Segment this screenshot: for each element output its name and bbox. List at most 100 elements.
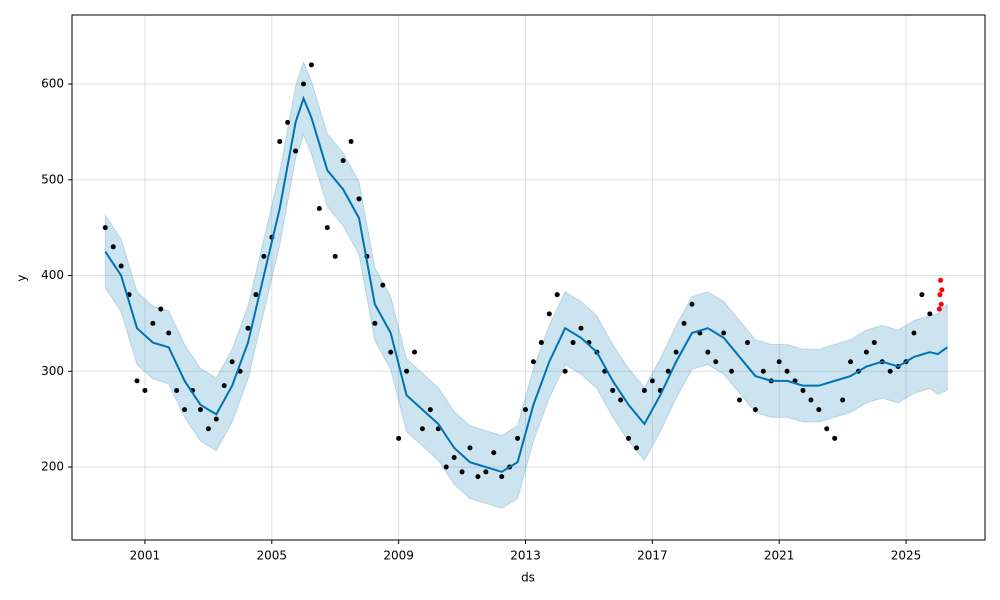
- observed-point: [491, 450, 497, 456]
- observed-point: [142, 387, 148, 393]
- x-tick-label: 2013: [510, 549, 541, 563]
- future-point: [936, 306, 942, 312]
- forecast-line: [104, 95, 948, 473]
- observed-point: [419, 426, 425, 432]
- observed-point: [824, 426, 830, 432]
- observed-point: [919, 292, 925, 298]
- observed-point: [737, 397, 743, 403]
- observed-point: [618, 397, 624, 403]
- observed-point: [863, 349, 869, 355]
- observed-point: [911, 330, 917, 336]
- observed-point: [443, 464, 449, 470]
- observed-point: [808, 397, 814, 403]
- observed-point: [578, 325, 584, 331]
- observed-point: [301, 81, 307, 87]
- observed-point: [681, 320, 687, 326]
- observed-point: [308, 62, 314, 68]
- observed-point: [641, 387, 647, 393]
- observed-point: [372, 320, 378, 326]
- observed-point: [721, 330, 727, 336]
- observed-point: [134, 378, 140, 384]
- y-tick-label: 500: [41, 172, 64, 186]
- y-tick-label: 600: [41, 77, 64, 91]
- y-tick-label: 400: [41, 268, 64, 282]
- observed-point: [499, 474, 505, 480]
- observed-point: [871, 340, 877, 346]
- observed-point: [213, 416, 219, 422]
- observed-point: [197, 407, 203, 413]
- observed-point: [221, 383, 227, 389]
- observed-point: [713, 359, 719, 365]
- x-tick-label: 2009: [383, 549, 414, 563]
- observed-point: [166, 330, 172, 336]
- observed-point: [293, 148, 299, 154]
- observed-point: [332, 253, 338, 259]
- observed-point: [554, 292, 560, 298]
- observed-point: [411, 349, 417, 355]
- observed-point: [530, 359, 536, 365]
- x-tick-label: 2005: [257, 549, 288, 563]
- x-tick-label: 2017: [637, 549, 668, 563]
- observed-point: [522, 407, 528, 413]
- observed-point: [316, 206, 322, 212]
- observed-point: [832, 435, 838, 441]
- observed-point: [546, 311, 552, 317]
- observed-point: [261, 253, 267, 259]
- observed-point: [515, 435, 521, 441]
- future-point: [938, 277, 944, 283]
- observed-point: [182, 407, 188, 413]
- observed-point: [380, 282, 386, 288]
- observed-point: [729, 368, 735, 374]
- observed-point: [776, 359, 782, 365]
- observed-point: [150, 320, 156, 326]
- observed-point: [396, 435, 402, 441]
- future-point: [938, 301, 944, 307]
- observed-point: [570, 340, 576, 346]
- observed-point: [174, 387, 180, 393]
- observed-point: [610, 387, 616, 393]
- observed-point: [689, 301, 695, 307]
- observed-point: [102, 225, 108, 231]
- plot-frame: [71, 14, 986, 541]
- observed-point: [459, 469, 465, 475]
- observed-point: [253, 292, 259, 298]
- observed-point: [927, 311, 933, 317]
- observed-point: [118, 263, 124, 269]
- future-point: [939, 287, 945, 293]
- x-tick-label: 2021: [764, 549, 795, 563]
- y-tick-label: 300: [41, 364, 64, 378]
- observed-point: [673, 349, 679, 355]
- observed-point: [467, 445, 473, 451]
- observed-point: [158, 306, 164, 312]
- observed-point: [538, 340, 544, 346]
- y-axis-label: y: [15, 274, 29, 281]
- observed-point: [356, 196, 362, 202]
- observed-point: [245, 325, 251, 331]
- observed-point: [404, 368, 410, 374]
- observed-point: [340, 158, 346, 164]
- observed-point: [388, 349, 394, 355]
- observed-point: [800, 387, 806, 393]
- observed-point: [816, 407, 822, 413]
- observed-point: [744, 340, 750, 346]
- observed-point: [483, 469, 489, 475]
- observed-point: [427, 407, 433, 413]
- x-axis-label: ds: [521, 571, 535, 585]
- observed-point: [840, 397, 846, 403]
- observed-point: [887, 368, 893, 374]
- observed-point: [324, 225, 330, 231]
- observed-point: [205, 426, 211, 432]
- observed-point: [277, 138, 283, 144]
- x-tick-label: 2025: [891, 549, 922, 563]
- y-tick-label: 200: [41, 460, 64, 474]
- observed-point: [752, 407, 758, 413]
- x-tick-label: 2001: [130, 549, 161, 563]
- observed-point: [348, 138, 354, 144]
- observed-point: [649, 378, 655, 384]
- observed-point: [705, 349, 711, 355]
- observed-point: [475, 474, 481, 480]
- observed-point: [451, 454, 457, 460]
- observed-point: [784, 368, 790, 374]
- observed-point: [229, 359, 235, 365]
